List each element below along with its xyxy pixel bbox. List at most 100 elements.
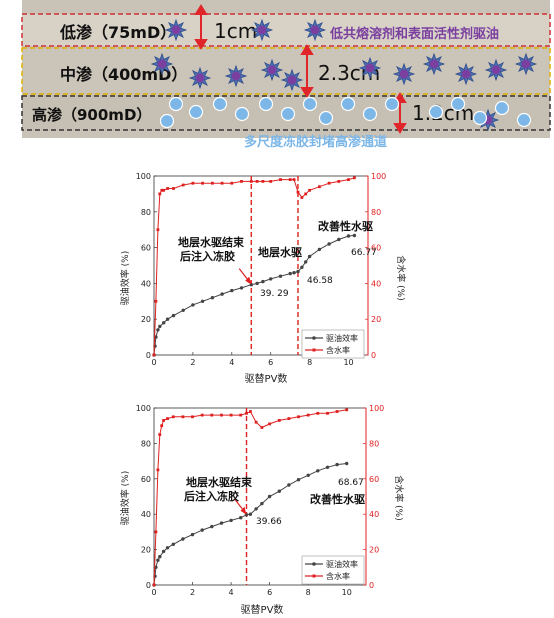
x-tick-label: 2 (190, 588, 195, 597)
data-point (269, 277, 273, 281)
core-layers-diagram: 低渗（75mD） 中渗（400mD） 高渗（900mD） 1cm 2.3cm 1… (21, 0, 551, 150)
plot-frame (153, 175, 369, 356)
thickness-arrow-high (393, 92, 407, 134)
y2-tick-label: 60 (371, 244, 381, 253)
data-point (327, 181, 331, 185)
data-point (156, 468, 160, 472)
chart1-stage1-line2: 后注入冻胶 (180, 249, 235, 263)
x-tick-label: 10 (342, 588, 352, 597)
data-point (158, 192, 162, 196)
data-point (165, 546, 170, 550)
data-point (268, 422, 271, 426)
chart2-xlabel: 驱替PV数 (241, 603, 284, 616)
y-tick-label: 0 (146, 581, 151, 590)
data-point (162, 188, 166, 192)
data-point (158, 324, 162, 329)
data-point (211, 181, 214, 185)
data-point (317, 247, 322, 252)
data-point (181, 537, 185, 541)
y2-tick-label: 40 (369, 510, 379, 519)
x-tick-label: 10 (343, 358, 353, 367)
x-tick-label: 6 (267, 588, 272, 597)
data-point (171, 415, 175, 419)
y-tick-label: 60 (141, 475, 151, 484)
x-tick-label: 4 (229, 588, 234, 597)
data-point (191, 303, 195, 307)
data-point (292, 178, 296, 181)
agent-particle-icon (224, 64, 248, 88)
data-point (316, 469, 320, 473)
gel-particle-icon (472, 110, 488, 126)
chart1-stage1-line1: 地层水驱结束 (178, 235, 245, 249)
data-point (200, 528, 204, 532)
data-point (335, 410, 339, 413)
data-point (220, 292, 224, 296)
gel-particle-icon (168, 96, 184, 112)
agent-particle-icon (484, 58, 508, 82)
data-point (316, 411, 320, 415)
gel-particle-icon (234, 106, 250, 122)
agent-particle-icon (514, 52, 538, 76)
data-point (158, 555, 162, 559)
agent-particle-icon (250, 18, 274, 42)
data-point (191, 415, 194, 419)
y2-tick-label: 80 (371, 208, 381, 217)
data-point (166, 417, 169, 420)
gel-particle-icon (212, 96, 228, 112)
data-point (260, 501, 264, 506)
data-point (190, 532, 195, 537)
data-point (300, 196, 304, 199)
data-point (304, 260, 308, 264)
annotation-arrow-head (245, 276, 252, 285)
chart1-y2label: 含水率 (%) (395, 255, 407, 300)
agent-particle-icon (422, 52, 446, 76)
data-point (296, 269, 300, 274)
data-point (166, 187, 169, 190)
data-point (261, 279, 265, 284)
data-point (156, 228, 160, 232)
y2-tick-label: 40 (371, 279, 381, 288)
data-point (220, 413, 223, 417)
data-point (261, 180, 265, 183)
data-point (152, 353, 156, 357)
data-point (160, 424, 164, 428)
chart1-stage2-label: 地层水驱 (258, 245, 302, 259)
chart1-legend-item: 驱油效率 (326, 333, 358, 343)
y-tick-label: 100 (136, 172, 151, 181)
y-tick-label: 20 (141, 546, 151, 555)
agent-particle-icon (392, 62, 416, 86)
chart1-ylabel: 驱油效率 (%) (119, 251, 131, 305)
y-tick-label: 20 (141, 315, 151, 324)
data-point (210, 296, 215, 300)
y2-tick-label: 80 (369, 439, 379, 448)
data-point (327, 242, 331, 246)
agent-particle-icon (150, 52, 174, 76)
data-point (239, 413, 243, 417)
y2-tick-label: 60 (369, 475, 379, 484)
agent-particle-icon (164, 18, 188, 42)
data-point (154, 299, 158, 303)
data-point (181, 415, 185, 419)
data-point (260, 426, 264, 429)
data-point (288, 178, 292, 181)
data-point (279, 178, 282, 181)
data-point (249, 410, 252, 413)
y2-tick-label: 0 (369, 581, 374, 590)
data-point (278, 274, 283, 278)
low-perm-layer (21, 13, 551, 47)
chart2-stage1-line1: 地层水驱结束 (186, 475, 253, 489)
chart2-stage3-label: 改善性水驱 (310, 492, 365, 506)
data-point (296, 190, 300, 194)
data-point (162, 419, 165, 422)
gel-particle-icon (318, 110, 334, 126)
gel-particle-icon (362, 106, 378, 122)
series-line (153, 409, 347, 586)
y-tick-label: 60 (141, 244, 151, 253)
gel-particle-icon (494, 100, 510, 116)
y-tick-label: 0 (146, 351, 151, 360)
gel-particle-icon (384, 96, 400, 112)
data-point (307, 254, 312, 259)
chart2-ylabel: 驱油效率 (%) (119, 471, 131, 525)
data-point (254, 507, 258, 511)
